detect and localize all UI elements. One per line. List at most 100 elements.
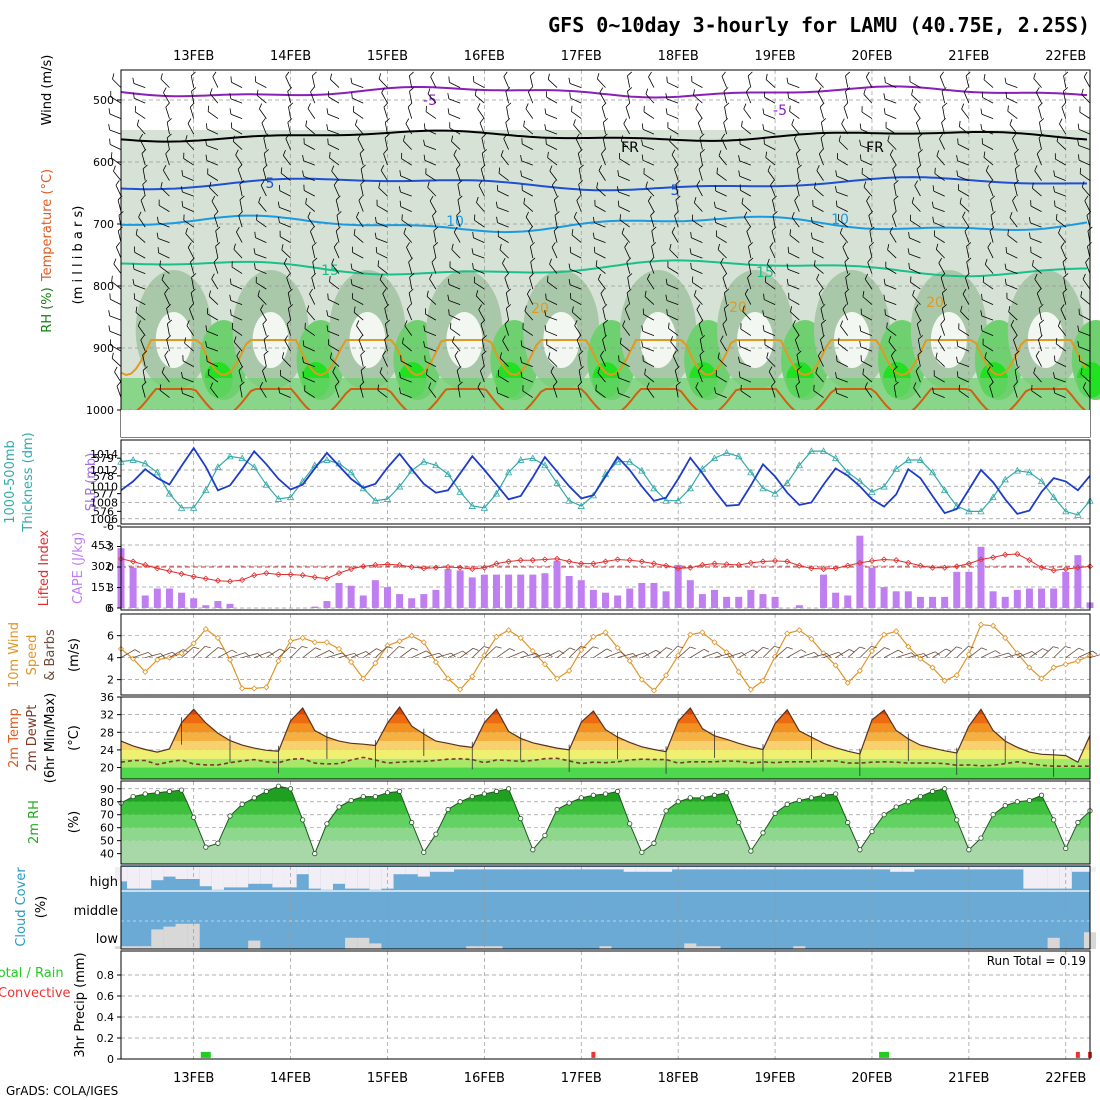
wind-barb: [403, 227, 413, 243]
wind-barb-flag: [717, 651, 723, 657]
wind-barb: [302, 154, 315, 166]
wind-barb-flag: [190, 71, 196, 77]
wind-barb-10m: [932, 648, 952, 658]
wind-barb-flag: [215, 226, 221, 232]
thickness-point: [577, 502, 585, 509]
wind-barb-flag: [642, 308, 644, 315]
wind-barb-flag: [866, 195, 870, 202]
wind-speed-point: [1026, 664, 1033, 671]
wind-barb: [231, 322, 243, 336]
wind-barb-flag: [134, 246, 136, 253]
cloud-high-bar: [720, 867, 733, 870]
cloud-high-bar: [260, 867, 273, 884]
wind-barb-flag: [181, 371, 183, 378]
wind-barb-staff: [448, 113, 461, 119]
precip-total-bar: [879, 1051, 890, 1058]
wind-barb-staff: [328, 298, 340, 305]
lifted-index-point: [687, 564, 694, 571]
wind-barb-staff: [1078, 159, 1091, 166]
wind-speed-point: [335, 645, 343, 652]
wind-barb: [1053, 186, 1066, 197]
wind-barb: [261, 118, 267, 135]
wind-barb: [423, 139, 437, 150]
temp-contour-freezing: [120, 129, 1088, 143]
lifted-index-point: [977, 556, 985, 563]
wind-barb-staff: [839, 232, 849, 243]
wind-barb-flag: [257, 290, 260, 297]
wind-barb-flag: [766, 352, 769, 359]
wind-barb-flag: [399, 170, 402, 176]
thickness-point: [626, 457, 634, 465]
wind-barb-staff: [914, 309, 921, 321]
wind-barb-staff: [1012, 138, 1018, 150]
temp-contour-20: [120, 339, 1087, 377]
wind-barb-flag: [1012, 133, 1017, 139]
wind-barb-staff: [789, 234, 800, 243]
wind-barb-flag: [859, 139, 862, 146]
wind-barb-staff: [714, 653, 731, 659]
thickness-point: [650, 484, 658, 492]
wind-barb-staff: [1005, 83, 1018, 88]
wind-barb: [1077, 325, 1091, 336]
wind-barb-staff: [627, 75, 631, 88]
wind-barb: [1038, 102, 1043, 119]
wind-barb-staff: [622, 325, 631, 336]
wind-barb: [625, 102, 631, 119]
wind-barb-staff: [722, 277, 728, 290]
wind-barb-staff: [748, 261, 752, 274]
y-tick-label: 50: [100, 835, 114, 848]
wind-barb: [205, 325, 219, 336]
wind-barb-flag: [384, 304, 390, 309]
cape-bar: [565, 576, 573, 608]
wind-barb-flag: [569, 246, 572, 253]
lifted-index-point: [420, 565, 427, 572]
wind-barb-staff: [595, 390, 606, 398]
wind-barb: [161, 274, 170, 290]
wind-barb: [838, 135, 849, 150]
wind-barb-flag: [522, 385, 524, 391]
cloud-high-bar: [514, 867, 527, 870]
wind-barb: [285, 71, 291, 88]
wind-barb-flag: [255, 276, 257, 283]
cloud-level-middle: middle: [74, 904, 118, 919]
wind-barb: [544, 124, 558, 135]
wind-barb-staff: [429, 200, 437, 212]
wind-barb-staff: [1053, 646, 1066, 658]
wind-barb-staff: [908, 653, 924, 659]
wind-barb-staff: [546, 96, 558, 104]
wind-barb-flag: [722, 319, 727, 325]
wind-barb: [1060, 242, 1067, 259]
wind-barb: [592, 216, 606, 228]
wind-barb: [667, 261, 679, 274]
cloud-low-bar: [1047, 937, 1060, 949]
wind-barb-staff: [1063, 91, 1067, 104]
wind-barb-flag: [864, 273, 869, 280]
wind-barb-staff: [815, 372, 824, 383]
wind-barb-flag: [995, 650, 1001, 655]
wind-barb-staff: [303, 377, 315, 383]
wind-barb-staff: [600, 355, 606, 367]
wind-barb-10m: [835, 649, 855, 658]
wind-barb-10m: [375, 646, 393, 658]
wind-barb: [739, 184, 752, 197]
wind-barb-staff: [594, 238, 606, 243]
wind-barb: [134, 246, 146, 259]
wind-barb: [282, 149, 291, 166]
wind-barb-flag: [112, 73, 115, 80]
wind-barb-staff: [647, 278, 655, 290]
wind-barb-flag: [835, 372, 837, 378]
lifted-index-point: [541, 556, 549, 563]
wind-barb-staff: [812, 205, 824, 212]
wind-barb-flag: [262, 164, 268, 170]
wind-barb-staff: [290, 646, 303, 658]
wind-barb-flag: [1080, 291, 1083, 297]
wind-barb-flag: [934, 230, 936, 237]
wind-barb: [1028, 232, 1042, 243]
wind-barb-staff: [303, 362, 315, 367]
cape-bar: [456, 570, 464, 608]
wind-barb-staff: [477, 108, 485, 119]
wind-barb: [404, 320, 413, 336]
wind-barb-flag: [480, 319, 486, 325]
cloud-high-bar: [502, 867, 515, 870]
wind-barb-staff: [836, 175, 848, 181]
